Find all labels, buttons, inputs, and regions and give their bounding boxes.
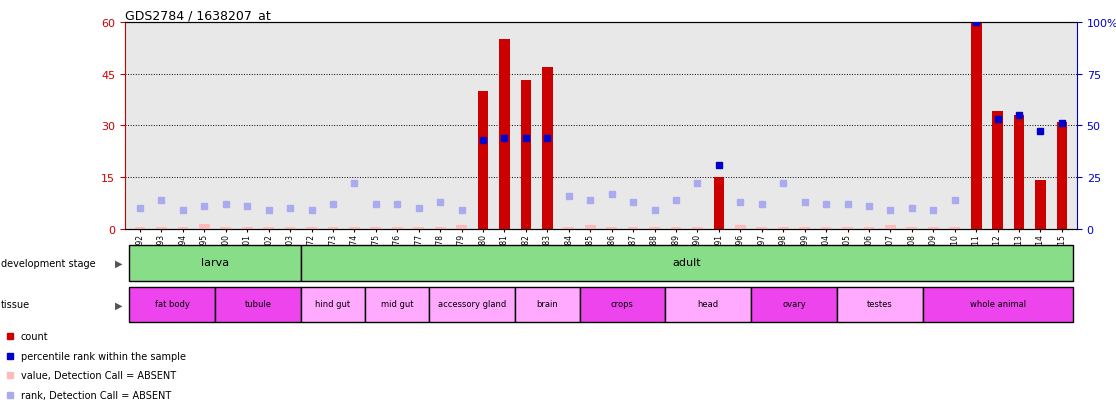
Bar (885, 226, 896, 229)
Bar (906, 228, 917, 229)
Text: value, Detection Call = ABSENT: value, Detection Call = ABSENT (21, 370, 176, 380)
Bar (837, 287, 923, 322)
Text: development stage: development stage (1, 258, 96, 268)
Bar (478, 92, 489, 229)
Bar (263, 228, 275, 229)
Bar (156, 228, 166, 229)
Bar (199, 224, 210, 229)
Bar (820, 228, 831, 229)
Text: rank, Detection Call = ABSENT: rank, Detection Call = ABSENT (21, 390, 171, 400)
Text: ▶: ▶ (115, 299, 123, 310)
Bar (628, 228, 638, 229)
Bar (692, 228, 703, 229)
Text: ovary: ovary (782, 299, 806, 308)
Text: testes: testes (867, 299, 893, 308)
Bar (751, 287, 837, 322)
Text: head: head (698, 299, 719, 308)
Bar (285, 228, 296, 229)
Bar (923, 287, 1072, 322)
Bar (392, 228, 403, 229)
Bar (129, 246, 301, 281)
Bar (349, 228, 359, 229)
Bar (129, 287, 215, 322)
Bar (413, 228, 424, 229)
Bar (542, 67, 552, 229)
Text: fat body: fat body (155, 299, 190, 308)
Text: larva: larva (201, 258, 229, 268)
Text: count: count (21, 331, 49, 341)
Text: brain: brain (537, 299, 558, 308)
Bar (650, 228, 660, 229)
Bar (579, 287, 665, 322)
Bar (864, 228, 874, 229)
Bar (371, 228, 382, 229)
Text: tubule: tubule (244, 299, 271, 308)
Bar (927, 228, 939, 229)
Bar (671, 228, 682, 229)
Bar (499, 40, 510, 229)
Bar (971, 23, 982, 229)
Text: mid gut: mid gut (381, 299, 414, 308)
Bar (177, 228, 189, 229)
Text: tissue: tissue (1, 299, 30, 310)
Bar (306, 228, 317, 229)
Bar (135, 228, 145, 229)
Bar (992, 112, 1003, 229)
Text: whole animal: whole animal (970, 299, 1026, 308)
Bar (435, 228, 445, 229)
Text: GDS2784 / 1638207_at: GDS2784 / 1638207_at (125, 9, 271, 21)
Bar (220, 228, 231, 229)
Bar (585, 226, 596, 229)
Bar (757, 228, 767, 229)
Bar (950, 228, 960, 229)
Bar (735, 226, 745, 229)
Text: hind gut: hind gut (316, 299, 350, 308)
Bar (778, 228, 789, 229)
Bar (456, 226, 466, 229)
Text: crops: crops (610, 299, 634, 308)
Text: ▶: ▶ (115, 258, 123, 268)
Bar (516, 287, 579, 322)
Text: percentile rank within the sample: percentile rank within the sample (21, 351, 186, 361)
Bar (1036, 181, 1046, 229)
Bar (365, 287, 430, 322)
Bar (799, 228, 810, 229)
Bar (1013, 116, 1024, 229)
Bar (713, 178, 724, 229)
Bar (843, 228, 853, 229)
Text: adult: adult (673, 258, 701, 268)
Bar (301, 287, 365, 322)
Bar (430, 287, 516, 322)
Bar (606, 228, 617, 229)
Bar (520, 81, 531, 229)
Bar (242, 228, 252, 229)
Bar (564, 228, 574, 229)
Bar (665, 287, 751, 322)
Bar (328, 228, 338, 229)
Text: accessory gland: accessory gland (439, 299, 507, 308)
Bar (1057, 123, 1067, 229)
Bar (215, 287, 301, 322)
Bar (301, 246, 1072, 281)
